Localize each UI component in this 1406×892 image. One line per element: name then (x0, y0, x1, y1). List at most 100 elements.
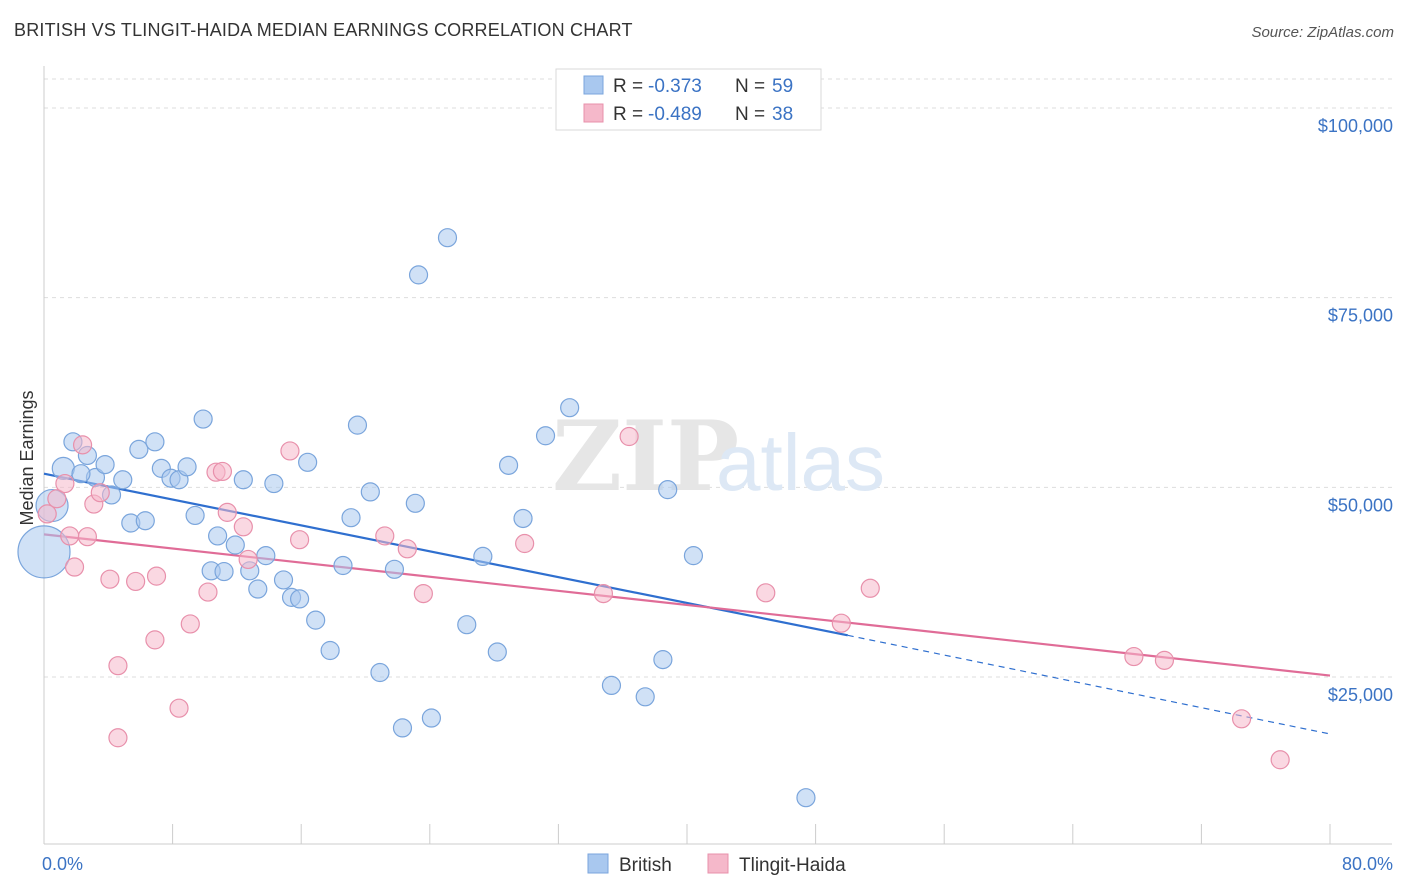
tlingit-haida-point (108, 656, 128, 676)
british-point (193, 409, 213, 429)
british-point (392, 718, 413, 738)
british-point (653, 650, 673, 670)
x-tick-labels: 0.0% 80.0% (42, 854, 1393, 874)
tlingit-haida-point (180, 614, 200, 634)
watermark: ZIP atlas (552, 400, 885, 513)
bottom-legend-tlingit: Tlingit-Haida (739, 855, 846, 876)
legend-n-label-2: N = (735, 104, 765, 125)
british-point (289, 589, 310, 609)
british-point (513, 508, 533, 529)
tlingit-haida-point (1154, 650, 1175, 670)
british-point (473, 546, 493, 567)
british-point (320, 640, 340, 661)
british-point (658, 480, 678, 500)
tlingit-haida-point (289, 530, 310, 550)
british-point (145, 432, 165, 452)
british-point (347, 415, 368, 435)
bottom-legend-british: British (619, 855, 672, 876)
tlingit-haida-point (146, 566, 167, 586)
legend-r-value-2: -0.489 (648, 104, 702, 125)
tlingit-haida-point (515, 533, 535, 554)
british-point (408, 265, 429, 285)
legend-n-value-1: 59 (772, 76, 793, 97)
tlingit-haida-point (72, 435, 93, 455)
tlingit-haida-point (77, 527, 98, 547)
british-point (405, 493, 425, 513)
british-point (683, 546, 704, 566)
british-point (17, 525, 71, 579)
tlingit-haida-point (64, 557, 85, 577)
axes (43, 66, 1392, 845)
y-tick-label: $50,000 (1328, 495, 1393, 515)
bottom-legend-swatch-tlingit (707, 853, 729, 874)
tlingit-haida-point (55, 473, 75, 494)
y-tick-labels: $25,000 $50,000 $75,000 $100,000 (1318, 116, 1393, 705)
british-point (457, 615, 477, 635)
british-point (437, 228, 458, 248)
x-tick-label-start: 0.0% (42, 854, 83, 874)
tlingit-haida-point (238, 549, 258, 570)
data-points (17, 228, 1290, 808)
british-point (306, 610, 326, 630)
tlingit-haida-point (619, 426, 639, 447)
british-point (208, 526, 228, 546)
tlingit-haida-point (126, 571, 146, 592)
british-point (498, 455, 519, 475)
british-point (370, 662, 390, 683)
british-point (273, 570, 294, 590)
tlingit-haida-point (593, 583, 614, 604)
british-point (113, 470, 133, 490)
y-tick-label: $75,000 (1328, 306, 1393, 326)
tlingit-haida-point (217, 502, 237, 522)
chart-source: Source: ZipAtlas.com (1251, 24, 1394, 41)
british-point (333, 555, 353, 576)
tlingit-haida-point (397, 539, 417, 559)
british-point (248, 579, 268, 599)
legend-swatch-tlingit (583, 103, 604, 123)
tlingit-haida-point (860, 578, 880, 598)
british-point (71, 464, 91, 484)
tlingit-haida-point (90, 483, 110, 503)
british-point (129, 439, 149, 460)
tlingit-haida-point (212, 461, 233, 482)
british-point (214, 561, 234, 582)
tlingit-haida-point (169, 698, 189, 718)
british-point (95, 454, 115, 475)
legend-r-label-1: R = (613, 76, 643, 97)
british-point (796, 788, 816, 808)
british-point (256, 546, 276, 566)
british-point (177, 457, 197, 477)
tlingit-haida-point (60, 526, 80, 546)
british-point (225, 535, 245, 555)
legend-r-value-1: -0.373 (648, 76, 702, 97)
tlingit-haida-point (233, 517, 253, 537)
bottom-legend: British Tlingit-Haida (587, 853, 846, 876)
legend-r-label-2: R = (613, 104, 643, 125)
british-point (601, 675, 622, 696)
chart-title: BRITISH VS TLINGIT-HAIDA MEDIAN EARNINGS… (14, 20, 633, 40)
watermark-zip: ZIP (552, 400, 739, 513)
watermark-atlas: atlas (716, 418, 885, 507)
tlingit-haida-point (280, 441, 300, 461)
bottom-legend-swatch-british (587, 853, 609, 874)
british-point (298, 452, 318, 472)
british-point (487, 642, 507, 662)
tlingit-haida-point (1270, 750, 1290, 770)
british-point (560, 398, 580, 418)
british-point (535, 426, 556, 446)
british-point (360, 482, 380, 502)
gridlines (44, 78, 1392, 678)
tlingit-haida-point (1231, 709, 1252, 729)
legend-swatch-british (583, 75, 604, 95)
british-point (421, 708, 442, 728)
tlingit-haida-point (1124, 646, 1144, 667)
tlingit-haida-point (756, 583, 776, 603)
x-tick-label-end: 80.0% (1342, 854, 1393, 874)
tlingit-haida-point (47, 489, 67, 509)
british-point (185, 505, 205, 526)
y-tick-label: $100,000 (1318, 116, 1393, 136)
legend-n-value-2: 38 (772, 104, 793, 125)
y-axis-label: Median Earnings (17, 390, 37, 525)
tlingit-haida-point (145, 630, 165, 650)
tlingit-haida-point (198, 582, 218, 602)
